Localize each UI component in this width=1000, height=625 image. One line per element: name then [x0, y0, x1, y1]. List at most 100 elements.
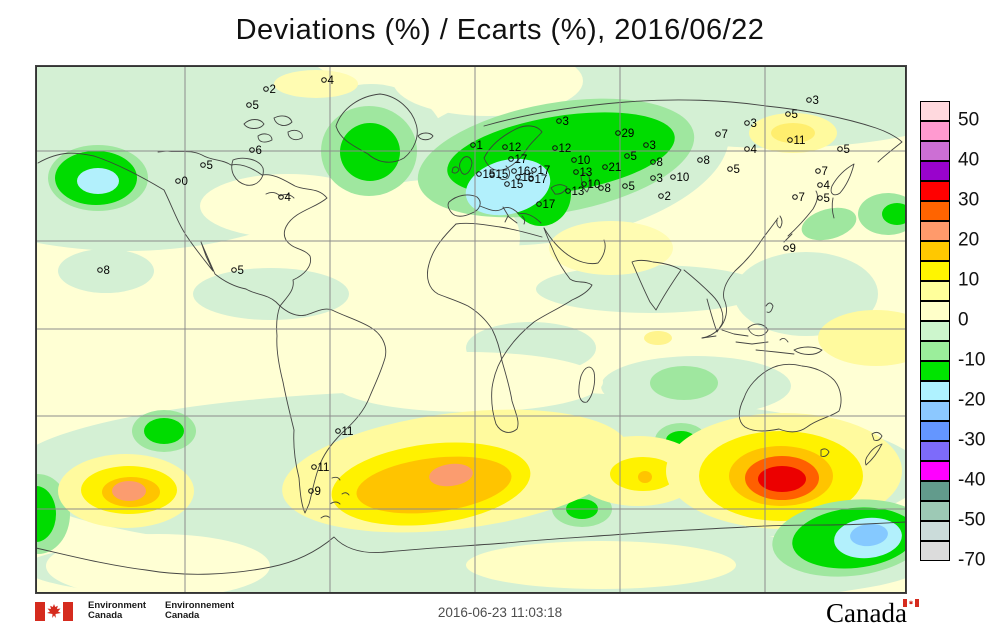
colorbar-cell: [920, 381, 950, 401]
coast-north-america-east: [157, 150, 328, 307]
station-value: 10: [578, 155, 591, 167]
contour-blob: [650, 366, 718, 400]
station-value: 8: [605, 183, 611, 195]
station-value: 17: [543, 199, 556, 211]
colorbar-label: -10: [958, 349, 986, 371]
station-value: 5: [238, 265, 244, 277]
world-map: 2 4 5 6 5 0 4 5 8 1 12 12 3 29 3 17 10 5 15 15 16 17 13 21 16 15 1…: [35, 65, 907, 594]
contour-blob: [850, 523, 888, 547]
maple-leaf-icon: [47, 604, 61, 618]
coastline-layer: [36, 93, 906, 575]
colorbar-cell: [920, 181, 950, 201]
colorbar-cell: [920, 501, 950, 521]
coast-china: [701, 217, 779, 339]
colorbar-label: -50: [958, 509, 986, 531]
wordmark-flag-bar: [915, 599, 919, 607]
coast-indonesia: [701, 329, 795, 355]
coast-kamchatka: [830, 163, 855, 219]
contour-blob: [112, 481, 146, 501]
station-marker: 9: [308, 486, 321, 498]
station-marker: 17: [536, 199, 556, 211]
wordmark-flag-icon: [903, 599, 919, 607]
colorbar-legend: 50 40 30 20 10 0 -10 -20 -30 -40 -50 -70: [920, 101, 1000, 571]
station-marker: 7: [792, 192, 805, 204]
coast-india: [631, 260, 682, 311]
coast-tasmania-nz: [820, 431, 883, 466]
colorbar-cell: [920, 241, 950, 261]
colorbar-cell: [920, 361, 950, 381]
station-marker: 15: [504, 179, 523, 191]
canada-wordmark: Canada: [826, 598, 907, 625]
colorbar-label: -70: [958, 549, 986, 571]
station-marker: 17: [528, 174, 547, 186]
station-value: 1: [477, 140, 483, 152]
coast-asia-arctic: [483, 99, 903, 163]
station-value: 13: [572, 186, 585, 198]
colorbar-label: 50: [958, 109, 980, 131]
station-marker: 17: [508, 154, 527, 166]
graticule-layer: [36, 66, 906, 593]
station-value: 10: [677, 172, 690, 184]
contour-blob: [393, 66, 583, 116]
station-value: 4: [328, 75, 335, 87]
coast-madagascar: [578, 366, 596, 403]
station-marker: 5: [200, 160, 213, 172]
colorbar-cell: [920, 341, 950, 361]
station-value: 3: [657, 173, 663, 185]
station-value: 11: [318, 462, 330, 474]
station-value: 2: [270, 84, 276, 96]
station-value: 12: [559, 143, 572, 155]
station-value: 8: [704, 155, 710, 167]
colorbar-cell: [920, 221, 950, 241]
station-value: 8: [657, 157, 663, 169]
station-marker: 1: [470, 140, 483, 152]
station-value: 21: [609, 162, 622, 174]
station-marker: 5: [837, 144, 850, 156]
station-value: 4: [285, 192, 292, 204]
contour-blob: [340, 123, 400, 181]
contour-blob: [638, 471, 652, 483]
station-marker: 10: [571, 155, 591, 167]
coast-north-america: [37, 152, 281, 307]
station-marker: 8: [97, 265, 110, 277]
coast-arabia: [543, 227, 606, 265]
station-marker: 11: [787, 135, 805, 147]
map-border: [36, 66, 906, 593]
station-marker: 17: [531, 165, 550, 177]
contour-blob: [734, 252, 878, 336]
station-value: 29: [622, 128, 635, 140]
page-title: Deviations (%) / Ecarts (%), 2016/06/22: [235, 14, 765, 46]
station-marker: 2: [658, 191, 671, 203]
station-marker: 8: [697, 155, 710, 167]
station-value: 4: [824, 180, 831, 192]
station-value: 5: [207, 160, 213, 172]
station-marker: 29: [615, 128, 635, 140]
flag-red-bar: [63, 602, 73, 621]
wordmark-flag-bar: [903, 599, 907, 607]
station-marker: 3: [650, 173, 663, 185]
station-value: 16: [522, 172, 535, 184]
colorbar-cell: [920, 461, 950, 481]
flag-white-field: [45, 602, 63, 621]
colorbar-label: -20: [958, 389, 986, 411]
station-value: 11: [342, 426, 354, 438]
colorbar-label: 0: [958, 309, 969, 331]
colorbar-cell: [920, 261, 950, 281]
contour-blob: [46, 534, 270, 593]
station-value: 5: [844, 144, 850, 156]
station-marker: 7: [715, 129, 728, 141]
wordmark-flag-field: [907, 599, 915, 607]
station-marker: 15: [489, 169, 508, 181]
station-value: 8: [104, 265, 110, 277]
colorbar-label: 40: [958, 149, 980, 171]
contour-blob: [536, 265, 766, 313]
contour-blob: [465, 158, 551, 216]
contour-blob: [758, 466, 806, 492]
station-value: 12: [509, 142, 522, 154]
dept-fr-line1: Environnement: [165, 600, 235, 611]
station-marker: 10: [581, 179, 600, 191]
station-marker: 5: [624, 151, 637, 163]
